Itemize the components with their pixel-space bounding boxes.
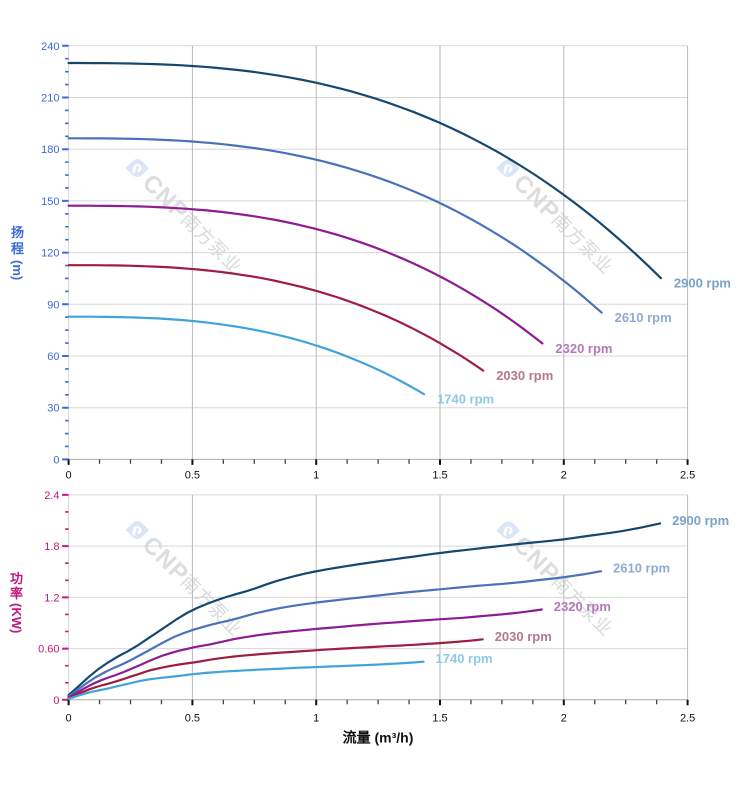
- svg-text:240: 240: [41, 41, 59, 53]
- svg-text:2: 2: [561, 713, 567, 725]
- svg-text:2900 rpm: 2900 rpm: [672, 513, 729, 528]
- svg-text:1: 1: [313, 470, 319, 482]
- svg-text:2610 rpm: 2610 rpm: [615, 310, 672, 325]
- svg-text:2: 2: [561, 470, 567, 482]
- svg-text:0.5: 0.5: [185, 713, 200, 725]
- svg-text:1740 rpm: 1740 rpm: [437, 392, 494, 407]
- svg-text:(KW): (KW): [9, 603, 24, 633]
- svg-text:0: 0: [53, 695, 59, 707]
- svg-text:30: 30: [47, 403, 59, 415]
- svg-text:1.5: 1.5: [432, 713, 447, 725]
- svg-text:扬: 扬: [11, 225, 24, 240]
- svg-text:0.60: 0.60: [38, 644, 59, 656]
- svg-text:0: 0: [66, 713, 72, 725]
- svg-text:210: 210: [41, 93, 59, 105]
- svg-text:流量 (m³/h): 流量 (m³/h): [343, 729, 414, 745]
- svg-text:2.4: 2.4: [44, 490, 59, 502]
- svg-text:2.5: 2.5: [680, 470, 695, 482]
- svg-text:1.2: 1.2: [44, 592, 59, 604]
- svg-text:2.5: 2.5: [680, 713, 695, 725]
- svg-text:0.5: 0.5: [185, 470, 200, 482]
- svg-text:60: 60: [47, 351, 59, 363]
- svg-text:2320 rpm: 2320 rpm: [555, 341, 612, 356]
- svg-text:(m): (m): [10, 260, 25, 280]
- svg-text:1740 rpm: 1740 rpm: [436, 651, 493, 666]
- svg-text:150: 150: [41, 196, 59, 208]
- svg-text:90: 90: [47, 299, 59, 311]
- svg-text:1.5: 1.5: [432, 470, 447, 482]
- svg-text:180: 180: [41, 144, 59, 156]
- svg-text:程: 程: [11, 241, 24, 256]
- svg-text:120: 120: [41, 248, 59, 260]
- svg-text:1.8: 1.8: [44, 541, 59, 553]
- svg-text:0: 0: [53, 454, 59, 466]
- svg-text:率: 率: [10, 586, 23, 601]
- svg-text:2030 rpm: 2030 rpm: [495, 629, 552, 644]
- svg-text:功: 功: [10, 571, 23, 586]
- svg-text:2320 rpm: 2320 rpm: [554, 599, 611, 614]
- svg-text:0: 0: [66, 470, 72, 482]
- svg-text:1: 1: [313, 713, 319, 725]
- svg-text:2610 rpm: 2610 rpm: [613, 561, 670, 576]
- svg-text:2900 rpm: 2900 rpm: [674, 276, 731, 291]
- svg-text:2030 rpm: 2030 rpm: [496, 368, 553, 383]
